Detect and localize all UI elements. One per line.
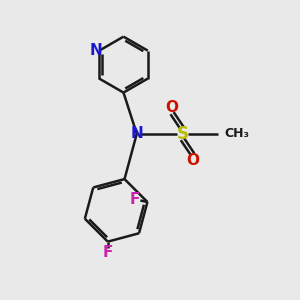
Text: N: N bbox=[89, 43, 102, 58]
Text: F: F bbox=[103, 245, 113, 260]
Text: O: O bbox=[186, 153, 199, 168]
Text: O: O bbox=[166, 100, 178, 115]
Text: N: N bbox=[130, 126, 143, 141]
Text: F: F bbox=[130, 191, 140, 206]
Text: S: S bbox=[176, 125, 188, 143]
Text: CH₃: CH₃ bbox=[224, 127, 250, 140]
